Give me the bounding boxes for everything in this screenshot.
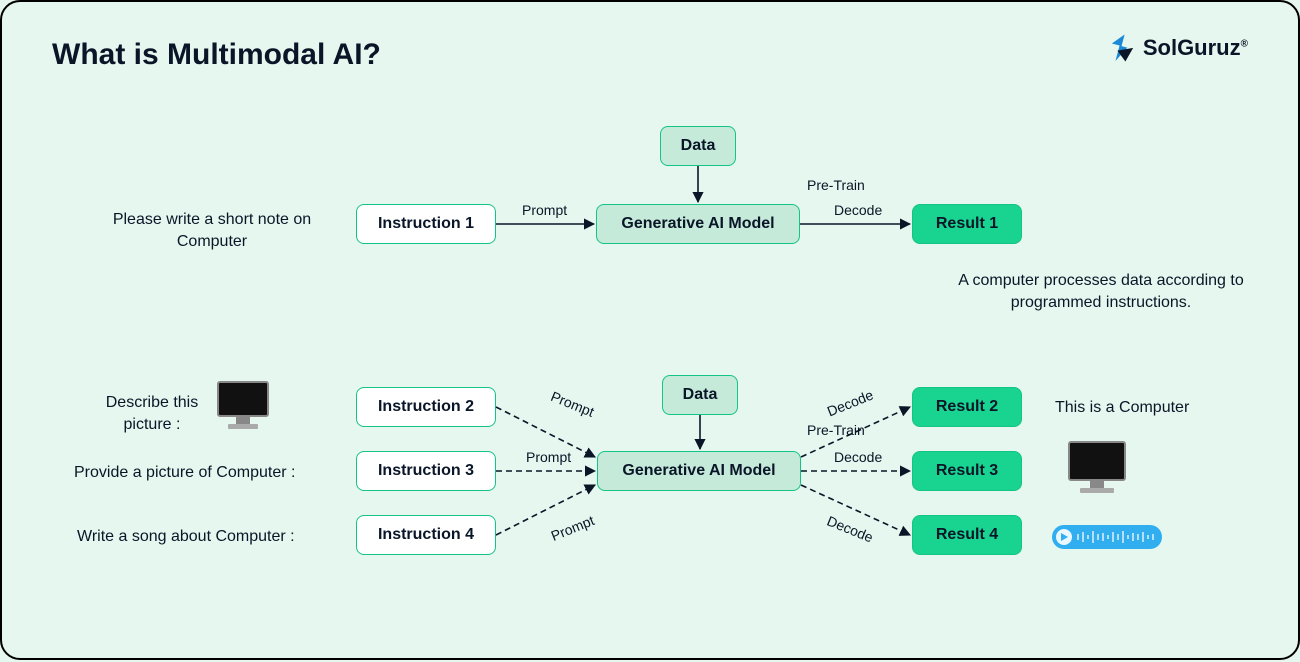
prompt-label-4: Prompt — [549, 512, 597, 544]
section2-prompt-text-0: Describe this picture : — [97, 392, 207, 437]
brand-logo: SolGuruz® — [1105, 32, 1248, 64]
instruction-1-box: Instruction 1 — [356, 204, 496, 244]
prompt-label-3: Prompt — [526, 449, 571, 465]
data-box-1: Data — [660, 126, 736, 166]
instruction-4-box: Instruction 4 — [356, 515, 496, 555]
brand-logo-icon — [1105, 32, 1137, 64]
decode-label-1: Decode — [834, 202, 882, 218]
brand-name: SolGuruz® — [1143, 35, 1248, 61]
decode-label-4: Decode — [825, 513, 876, 546]
section1-prompt-text: Please write a short note on Computer — [87, 209, 337, 254]
instruction-3-box: Instruction 3 — [356, 451, 496, 491]
computer-monitor-icon-output — [1062, 438, 1132, 498]
audio-player-icon — [1052, 525, 1162, 549]
decode-label-2: Decode — [825, 387, 876, 420]
decode-label-3: Decode — [834, 449, 882, 465]
instruction-2-box: Instruction 2 — [356, 387, 496, 427]
arrows-overlay — [2, 2, 1300, 662]
result-1-box: Result 1 — [912, 204, 1022, 244]
section2-prompt-text-1: Provide a picture of Computer : — [74, 462, 334, 484]
section2-output-text-0: This is a Computer — [1055, 397, 1235, 419]
prompt-label-2: Prompt — [549, 388, 597, 420]
model-box-2: Generative AI Model — [597, 451, 801, 491]
pretrain-label-2: Pre-Train — [807, 422, 865, 438]
result-4-box: Result 4 — [912, 515, 1022, 555]
section1-output-text: A computer processes data according to p… — [946, 270, 1256, 315]
data-box-2: Data — [662, 375, 738, 415]
page-title: What is Multimodal AI? — [52, 38, 381, 72]
model-box-1: Generative AI Model — [596, 204, 800, 244]
computer-monitor-icon — [212, 378, 274, 434]
pretrain-label-1: Pre-Train — [807, 177, 865, 193]
prompt-label-1: Prompt — [522, 202, 567, 218]
result-3-box: Result 3 — [912, 451, 1022, 491]
result-2-box: Result 2 — [912, 387, 1022, 427]
section2-prompt-text-2: Write a song about Computer : — [77, 526, 337, 548]
